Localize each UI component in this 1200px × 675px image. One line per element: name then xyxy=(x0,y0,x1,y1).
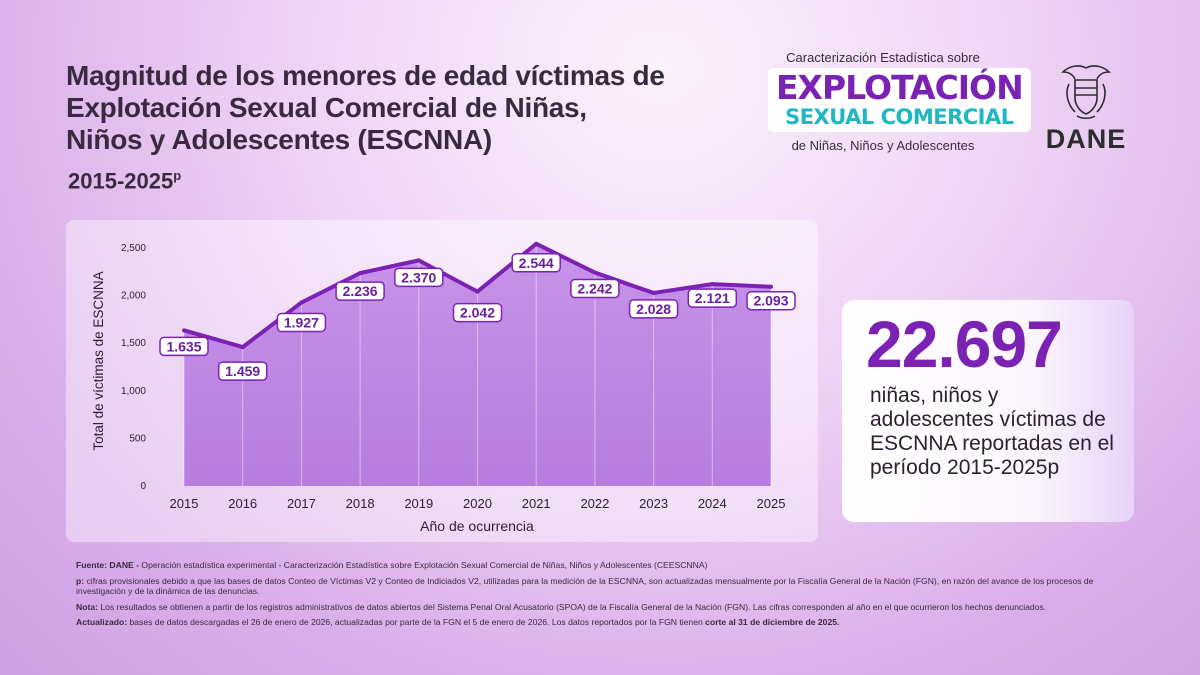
update-cutoff: corte al 31 de diciembre de 2025. xyxy=(705,617,840,627)
data-point xyxy=(769,284,773,289)
y-tick-label: 0 xyxy=(140,481,146,492)
update-note: Actualizado: bases de datos descargadas … xyxy=(76,617,1136,628)
provisional-note: p: cifras provisionales debido a que las… xyxy=(76,576,1136,597)
data-label-box xyxy=(217,361,268,381)
data-label-box xyxy=(394,267,444,288)
data-point xyxy=(592,270,597,275)
data-label-box xyxy=(687,288,738,308)
x-axis-title: Año de ocurrencia xyxy=(420,518,534,534)
total-card: 22.697 niñas, niños y adolescentes vícti… xyxy=(842,300,1134,522)
data-point xyxy=(358,271,363,276)
footnotes: Fuente: DANE - Operación estadística exp… xyxy=(76,560,1136,633)
data-point xyxy=(651,290,656,295)
dane-logo: DANE xyxy=(1040,62,1132,155)
dane-text: DANE xyxy=(1045,124,1127,154)
update-text: bases de datos descargadas el 26 de ener… xyxy=(127,617,706,627)
x-tick-label: 2017 xyxy=(287,496,316,511)
ceescnna-logo: Caracterización Estadística sobre EXPLOT… xyxy=(768,50,1031,153)
logo-top-text: Caracterización Estadística sobre xyxy=(786,50,980,65)
data-label: 1.459 xyxy=(225,363,260,379)
x-tick-label: 2018 xyxy=(346,496,375,511)
data-label: 2.028 xyxy=(636,301,671,317)
y-tick-label: 2,500 xyxy=(121,243,146,254)
data-label-box xyxy=(276,312,327,333)
data-label-box xyxy=(335,281,385,301)
y-axis-title: Total de víctimas de ESCNNA xyxy=(91,271,106,450)
period-text: 2015-2025 xyxy=(68,168,174,194)
data-label: 2.121 xyxy=(695,290,730,306)
x-tick-label: 2024 xyxy=(698,496,727,511)
period-superscript: p xyxy=(173,168,182,183)
x-tick-label: 2020 xyxy=(463,496,492,511)
data-point xyxy=(710,282,715,287)
data-label: 1.635 xyxy=(166,338,201,354)
x-tick-label: 2016 xyxy=(228,496,257,511)
area-chart: 0 500 1,000 1,500 2,000 2,500 1.635 1.459 1.927… xyxy=(91,241,796,534)
update-label: Actualizado: xyxy=(76,617,128,627)
logo-box: EXPLOTACIÓN SEXUAL COMERCIAL xyxy=(768,68,1031,132)
data-label: 1.927 xyxy=(284,315,319,331)
data-point xyxy=(240,345,245,350)
data-label: 2.042 xyxy=(460,305,495,321)
data-point xyxy=(182,328,186,333)
data-label: 2.242 xyxy=(577,281,612,297)
source-note: Fuente: DANE - Operación estadística exp… xyxy=(76,560,1136,571)
data-point xyxy=(416,258,421,263)
source-label: Fuente: DANE - xyxy=(76,560,140,570)
method-text: Los resultados se obtienen a partir de l… xyxy=(97,601,1047,612)
total-description: niñas, niños y adolescentes víctimas de … xyxy=(870,384,1114,479)
provisional-label: p: xyxy=(76,575,85,586)
data-point xyxy=(299,300,304,305)
data-label: 2.236 xyxy=(343,283,378,299)
source-text: Operación estadística experimental - Car… xyxy=(139,560,708,570)
data-label-box xyxy=(746,290,796,311)
y-tick-label: 1,000 xyxy=(121,386,146,397)
data-label: 2.544 xyxy=(519,255,554,271)
x-tick-label: 2025 xyxy=(757,496,786,511)
data-label-box xyxy=(452,302,503,323)
x-tick-label: 2019 xyxy=(404,496,433,511)
y-tick-label: 1,500 xyxy=(121,338,146,349)
x-tick-label: 2015 xyxy=(170,496,199,511)
data-point xyxy=(534,241,539,246)
y-tick-label: 2,000 xyxy=(121,291,146,302)
coat-of-arms-icon xyxy=(1061,65,1111,120)
logo-line2: SEXUAL COMERCIAL xyxy=(785,105,1014,129)
y-tick-label: 500 xyxy=(129,433,146,444)
method-label: Nota: xyxy=(76,601,98,612)
method-note: Nota: Los resultados se obtienen a parti… xyxy=(76,602,1136,613)
data-label-box xyxy=(570,278,620,299)
data-label-box xyxy=(628,299,679,319)
logo-line1: EXPLOTACIÓN xyxy=(776,68,1024,107)
data-label-box xyxy=(159,336,209,357)
x-tick-label: 2022 xyxy=(580,496,609,511)
provisional-text: cifras provisionales debido a que las ba… xyxy=(76,575,1094,597)
total-number: 22.697 xyxy=(866,307,1063,381)
logo-bottom-text: de Niñas, Niños y Adolescentes xyxy=(791,138,975,153)
data-label: 2.093 xyxy=(753,293,788,309)
chart-title: Magnitud de los menores de edad víctimas… xyxy=(66,60,665,155)
area-fill xyxy=(184,243,771,486)
data-label-box xyxy=(511,253,561,273)
x-tick-label: 2021 xyxy=(522,496,551,511)
period-label: 2015-2025p xyxy=(68,168,181,194)
data-label: 2.370 xyxy=(401,269,436,285)
data-point xyxy=(475,289,480,294)
x-tick-label: 2023 xyxy=(639,496,668,511)
